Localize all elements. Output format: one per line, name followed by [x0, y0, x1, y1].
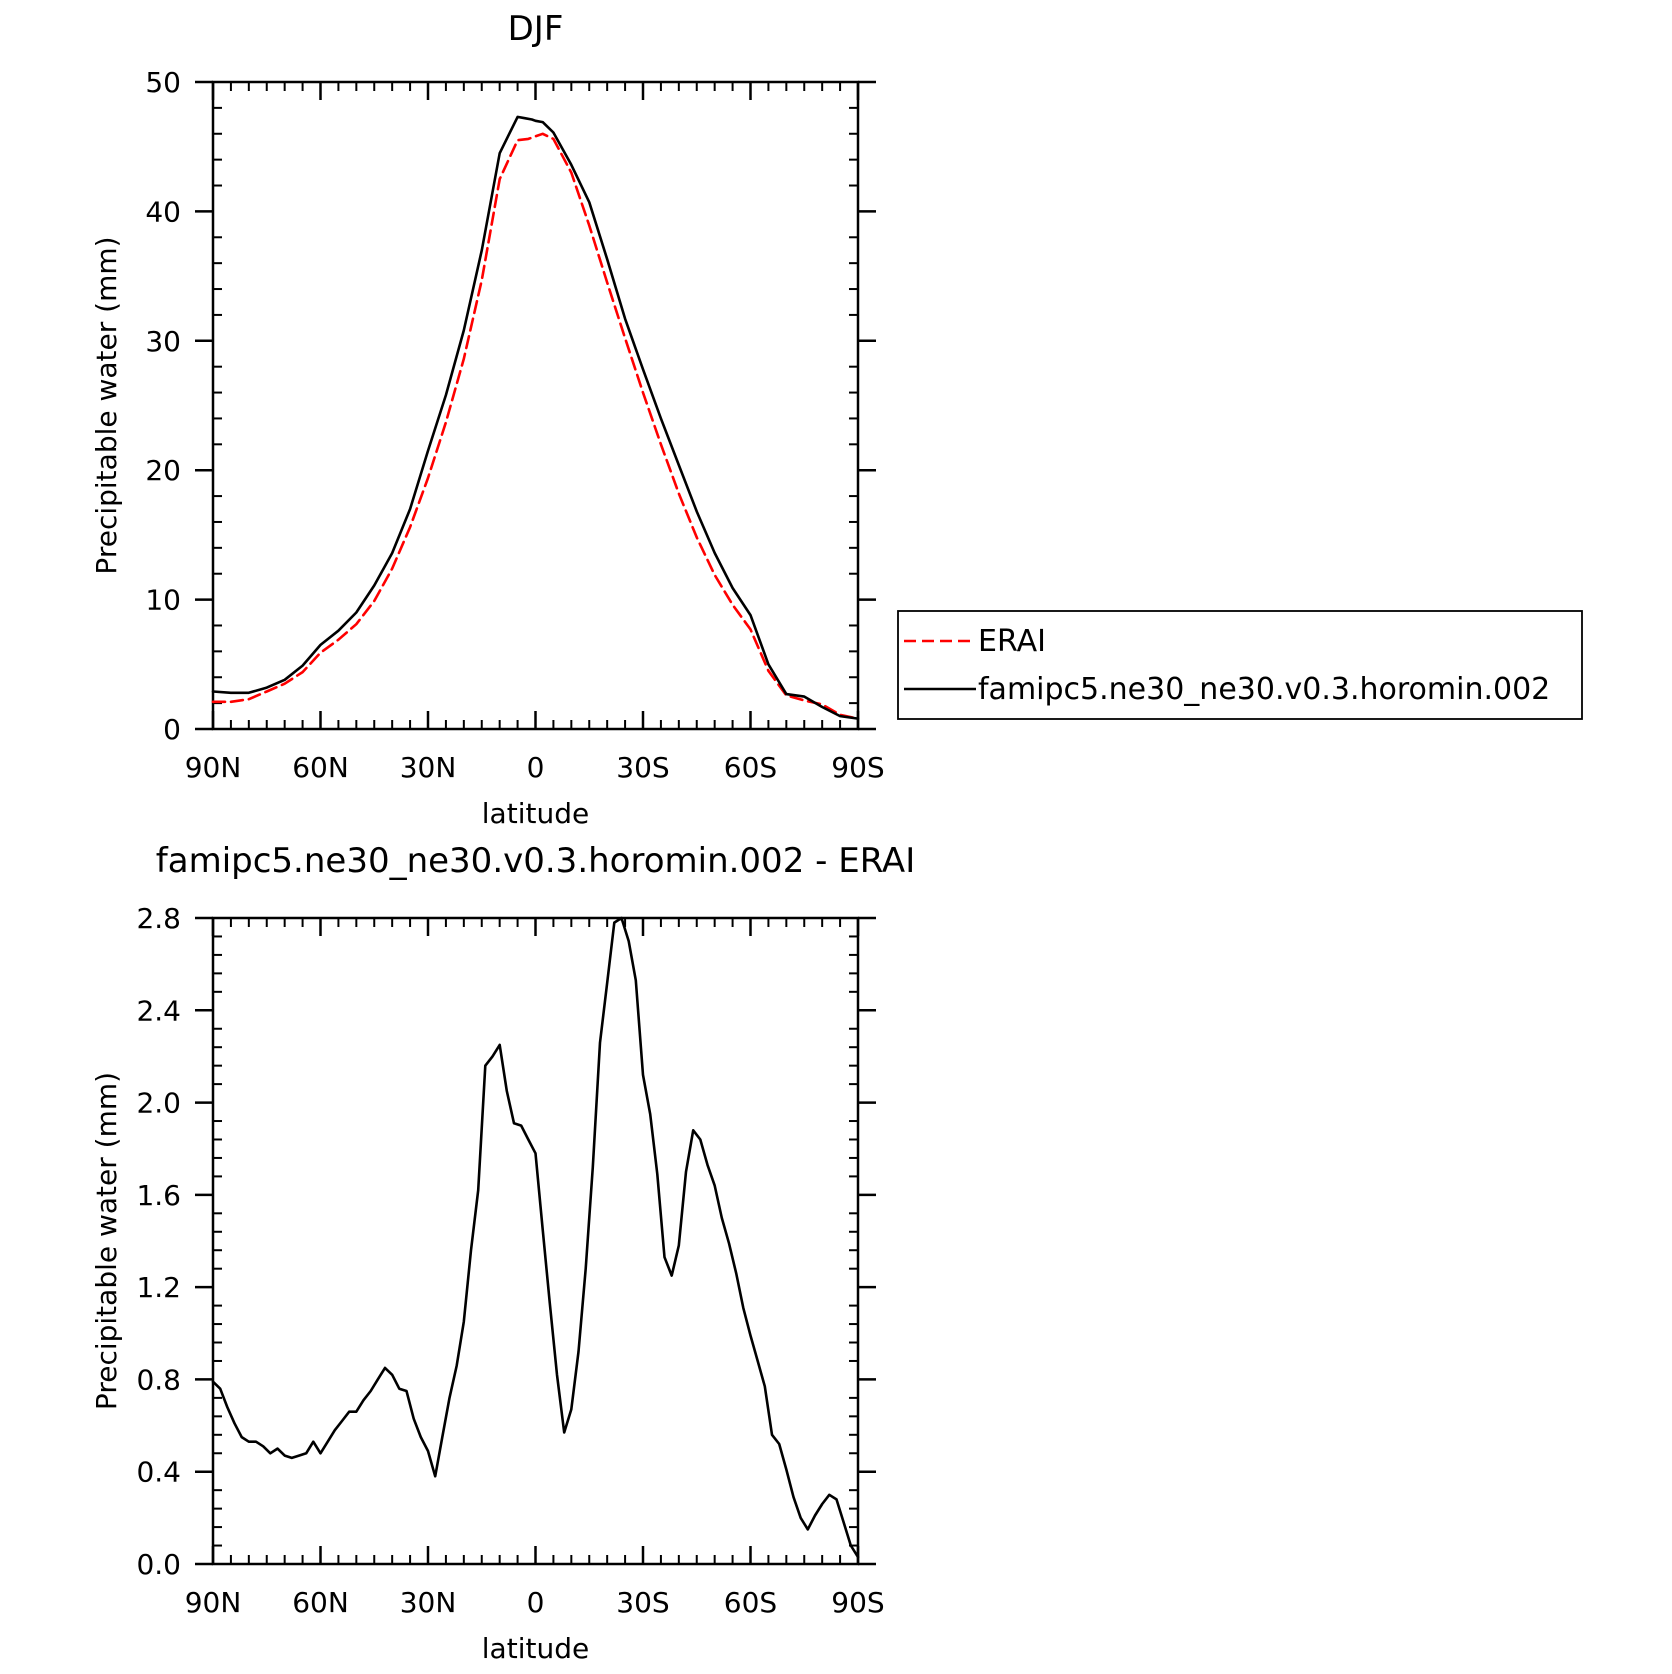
bottom-panel-difference: 90N 60N 30N 0 30S 60S 90S 0.0 0.4 0.8 1.2 1.6 2.0 2.4…: [90, 841, 915, 1665]
x-tick-label: 60S: [724, 1586, 777, 1619]
legend: ERAI famipc5.ne30_ne30.v0.3.horomin.002: [897, 610, 1583, 720]
panel-title: DJF: [508, 9, 564, 49]
y-tick-label: 50: [145, 66, 181, 99]
plot-frame: [211, 80, 860, 731]
y-axis-title: Precipitable water (mm): [90, 1072, 123, 1410]
legend-box: [897, 610, 1583, 720]
x-axis-title: latitude: [482, 797, 589, 830]
x-tick-label: 60S: [724, 751, 777, 784]
y-tick-label: 2.0: [136, 1087, 181, 1120]
x-tick-label: 30N: [400, 751, 457, 784]
series-line-0: [211, 132, 860, 720]
panel-title: famipc5.ne30_ne30.v0.3.horomin.002 - ERA…: [156, 841, 915, 881]
x-tick-label: 60N: [292, 1586, 349, 1619]
x-tick-label: 90N: [185, 1586, 242, 1619]
legend-label: famipc5.ne30_ne30.v0.3.horomin.002: [978, 672, 1550, 707]
series-line-0: [211, 916, 860, 1559]
y-tick-label: 0.8: [136, 1363, 181, 1396]
y-axis-title: Precipitable water (mm): [90, 236, 123, 574]
y-tick-label: 2.4: [136, 994, 181, 1027]
x-tick-label: 90N: [185, 751, 242, 784]
y-tick-label: 2.8: [136, 902, 181, 935]
x-tick-label: 90S: [831, 751, 884, 784]
x-tick-label: 30S: [616, 1586, 669, 1619]
x-tick-label: 0: [527, 751, 545, 784]
y-tick-label: 0.0: [136, 1548, 181, 1581]
x-tick-label: 60N: [292, 751, 349, 784]
x-axis-title: latitude: [482, 1632, 589, 1665]
y-tick-label: 20: [145, 454, 181, 487]
top-panel-djf: 90N 60N 30N 0 30S 60S 90S 0 10 20 30 40 50 latitude Pr…: [90, 9, 885, 830]
y-tick-label: 1.6: [136, 1179, 181, 1212]
y-tick-label: 30: [145, 325, 181, 358]
series-line-1: [211, 115, 860, 720]
x-tick-label: 30N: [400, 1586, 457, 1619]
y-tick-label: 0: [163, 713, 181, 746]
y-tick-label: 0.4: [136, 1456, 181, 1489]
x-tick-label: 0: [527, 1586, 545, 1619]
y-tick-label: 10: [145, 584, 181, 617]
y-tick-label: 1.2: [136, 1271, 181, 1304]
x-tick-label: 90S: [831, 1586, 884, 1619]
legend-label: ERAI: [978, 624, 1046, 659]
x-tick-label: 30S: [616, 751, 669, 784]
plot-frame: [211, 916, 860, 1566]
y-tick-label: 40: [145, 195, 181, 228]
